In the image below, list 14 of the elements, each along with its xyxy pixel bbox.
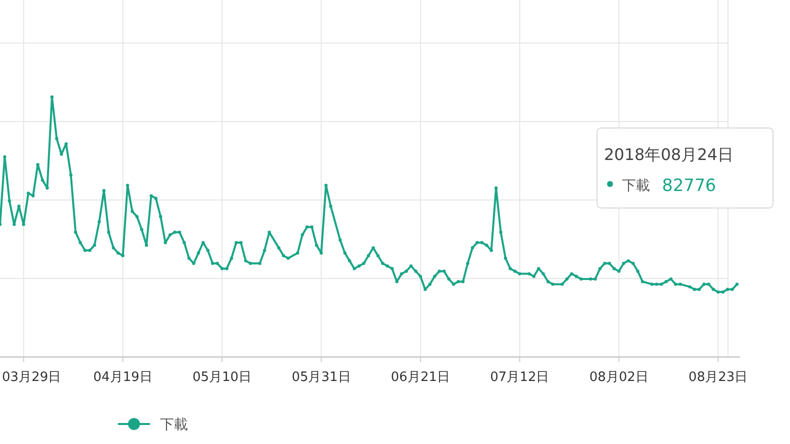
x-tick-label: 05月31日 (292, 370, 351, 385)
x-tick-label: 06月21日 (390, 370, 450, 385)
x-tick-label: 05月10日 (192, 370, 252, 385)
x-tick-label: 04月19日 (93, 370, 152, 385)
x-tick-label: 07月12日 (490, 370, 550, 385)
annotation: 2018年08月24日 (604, 145, 734, 164)
annotation: 82776 (662, 176, 716, 196)
legend: 下載 (118, 417, 188, 433)
tooltip: 2018年08月24日 下載 82776 (596, 128, 774, 208)
legend-label: 下載 (160, 417, 188, 433)
x-tick-label: 08月23日 (688, 370, 748, 385)
x-tick-label: 03月29日 (2, 370, 62, 385)
x-tick-label: 08月02日 (589, 370, 648, 385)
annotation: 下載 (622, 178, 650, 194)
